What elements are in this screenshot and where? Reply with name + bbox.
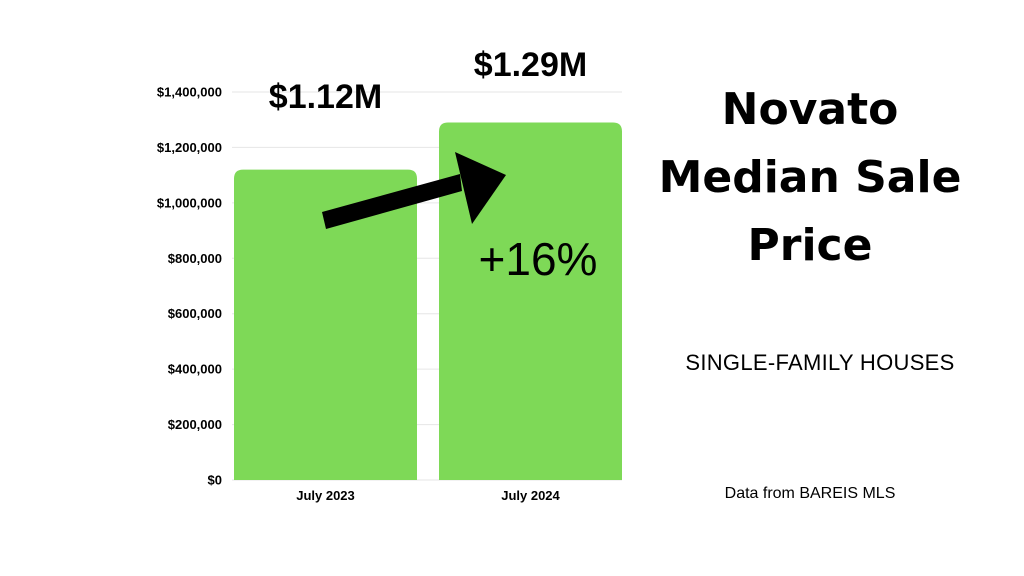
- percent-change-label: +16%: [479, 233, 598, 285]
- bars: [234, 122, 622, 480]
- y-tick-label: $1,200,000: [157, 140, 222, 155]
- trend-arrow: [322, 152, 506, 229]
- title-line-1: Novato: [721, 84, 899, 135]
- y-tick-label: $1,400,000: [157, 85, 222, 100]
- arrow-shaft: [322, 174, 462, 229]
- bar-chart: $0 $200,000 $400,000 $600,000 $800,000 $1,000…: [157, 46, 622, 503]
- y-tick-label: $400,000: [168, 362, 222, 377]
- title-line-2: Median Sale: [658, 152, 962, 203]
- y-tick-label: $800,000: [168, 251, 222, 266]
- value-label: $1.12M: [269, 78, 382, 116]
- value-label: $1.29M: [474, 46, 587, 84]
- source-note: Data from BAREIS MLS: [724, 485, 896, 502]
- y-tick-label: $0: [208, 473, 222, 488]
- page-title: Novato Median Sale Price: [640, 76, 980, 280]
- title-line-3: Price: [747, 220, 873, 271]
- subtitle: SINGLE-FAMILY HOUSES: [685, 350, 955, 375]
- bar: [439, 122, 622, 480]
- y-tick-label: $600,000: [168, 306, 222, 321]
- arrow-head: [455, 152, 506, 224]
- x-category-label: July 2024: [501, 488, 560, 503]
- value-labels: $1.12M $1.29M +16%: [269, 46, 598, 285]
- y-tick-label: $200,000: [168, 417, 222, 432]
- y-tick-label: $1,000,000: [157, 195, 222, 210]
- x-category-label: July 2023: [296, 488, 355, 503]
- bar: [234, 169, 417, 480]
- y-axis-ticks: $0 $200,000 $400,000 $600,000 $800,000 $1,000…: [157, 85, 222, 488]
- x-axis-categories: July 2023 July 2024: [296, 488, 560, 503]
